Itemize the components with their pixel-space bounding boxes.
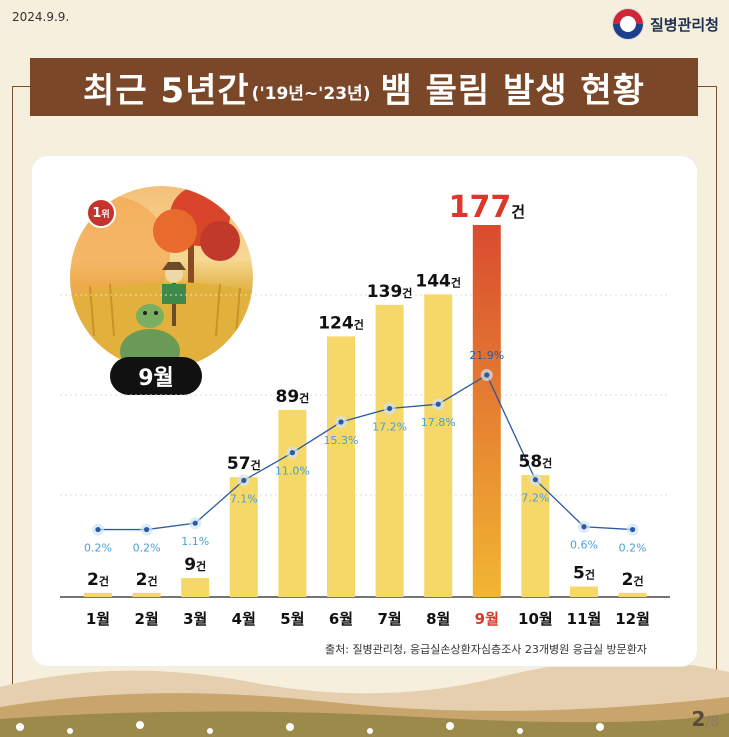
percentage-point <box>241 477 247 484</box>
month-label: 8월 <box>426 610 450 628</box>
value-label: 2건 <box>87 570 109 590</box>
percentage-label: 0.6% <box>570 539 598 552</box>
percentage-point <box>95 526 101 533</box>
percentage-label: 17.8% <box>421 416 456 429</box>
bar <box>570 586 598 597</box>
title-period: ('19년~'23년) <box>251 83 371 104</box>
agency-name: 질병관리청 <box>649 15 719 34</box>
month-label: 5월 <box>280 610 304 628</box>
agency-logo-icon <box>611 8 644 40</box>
chart-gridlines <box>60 294 670 598</box>
rank-suffix: 위 <box>101 209 110 220</box>
value-label: 5건 <box>573 563 595 583</box>
percentage-point <box>289 450 295 456</box>
month-label: 11월 <box>567 610 602 628</box>
percentage-label: 0.2% <box>619 542 647 555</box>
percentage-label: 17.2% <box>372 420 407 433</box>
percentage-point <box>387 405 393 412</box>
month-label: 4월 <box>232 610 256 628</box>
bar <box>132 592 161 597</box>
percentage-label: 0.2% <box>133 542 161 555</box>
value-label: 9건 <box>184 555 206 575</box>
percentage-point <box>338 419 344 425</box>
chart-percentage-line <box>92 369 639 536</box>
percentage-label: 0.2% <box>84 542 112 555</box>
page-total: 8 <box>710 714 719 730</box>
percentage-label: 7.2% <box>521 492 549 505</box>
value-label: 89건 <box>276 387 310 407</box>
month-label: 12월 <box>615 610 650 628</box>
title-right: 뱀 물림 발생 현황 <box>380 70 645 111</box>
bar <box>618 592 647 597</box>
bar <box>229 477 258 597</box>
percentage-label: 21.9% <box>469 349 504 362</box>
month-label: 10월 <box>518 610 553 628</box>
month-label: 1월 <box>86 610 110 628</box>
percentage-point <box>532 477 539 483</box>
highlight-month: 9월 <box>110 357 202 395</box>
source-note: 출처: 질병관리청, 응급실손상환자심층조사 23개병원 응급실 방문환자 <box>325 643 648 656</box>
value-label: 58건 <box>519 452 553 472</box>
bar <box>327 336 355 597</box>
bar <box>84 592 112 597</box>
frame-line <box>12 86 34 87</box>
percentage-point <box>484 372 490 378</box>
value-label: 144건 <box>415 271 461 291</box>
value-label: 124건 <box>318 313 364 333</box>
value-label: 57건 <box>227 454 261 474</box>
percentage-label: 7.1% <box>230 492 258 505</box>
title-banner: 최근 5년간 ('19년~'23년) 뱀 물림 발생 현황 <box>30 58 698 116</box>
title-left: 최근 5년간 <box>83 70 250 111</box>
percentage-label: 15.3% <box>324 434 359 447</box>
month-label: 9월 <box>475 610 499 628</box>
bar <box>181 578 210 597</box>
bar <box>424 294 453 597</box>
month-label: 3월 <box>183 610 207 628</box>
percentage-point <box>581 524 587 530</box>
chart-bars <box>84 225 647 597</box>
percentage-point <box>435 401 441 407</box>
percentage-line <box>98 374 633 531</box>
value-label: 139건 <box>367 282 413 302</box>
percentage-point <box>630 526 636 533</box>
month-label: 6월 <box>329 610 353 628</box>
page-current: 2 <box>691 707 706 731</box>
date: 2024.9.9. <box>12 10 70 24</box>
month-label: 7월 <box>377 610 401 628</box>
percentage-label: 11.0% <box>275 465 310 478</box>
value-label: 177건 <box>449 190 525 225</box>
chart-labels: 2건 1월 2건 2월 9건 3월 57건 4월 89건 5월 124건 6월 139건 7월 144건 8월… <box>84 190 650 628</box>
bar <box>472 225 501 597</box>
bar <box>521 475 550 597</box>
percentage-point <box>144 526 150 533</box>
value-label: 2건 <box>136 570 158 590</box>
frame-line <box>695 86 717 87</box>
rank-number: 1 <box>92 205 102 221</box>
percentage-point <box>192 520 198 526</box>
agency-brand: 질병관리청 <box>611 8 719 40</box>
month-label: 2월 <box>134 610 158 628</box>
bar <box>278 409 307 597</box>
page-number: 2/8 <box>691 707 719 731</box>
bar <box>375 304 404 597</box>
autumn-hills-illustration <box>0 660 729 737</box>
percentage-label: 1.1% <box>181 535 209 548</box>
value-label: 2건 <box>622 570 644 590</box>
